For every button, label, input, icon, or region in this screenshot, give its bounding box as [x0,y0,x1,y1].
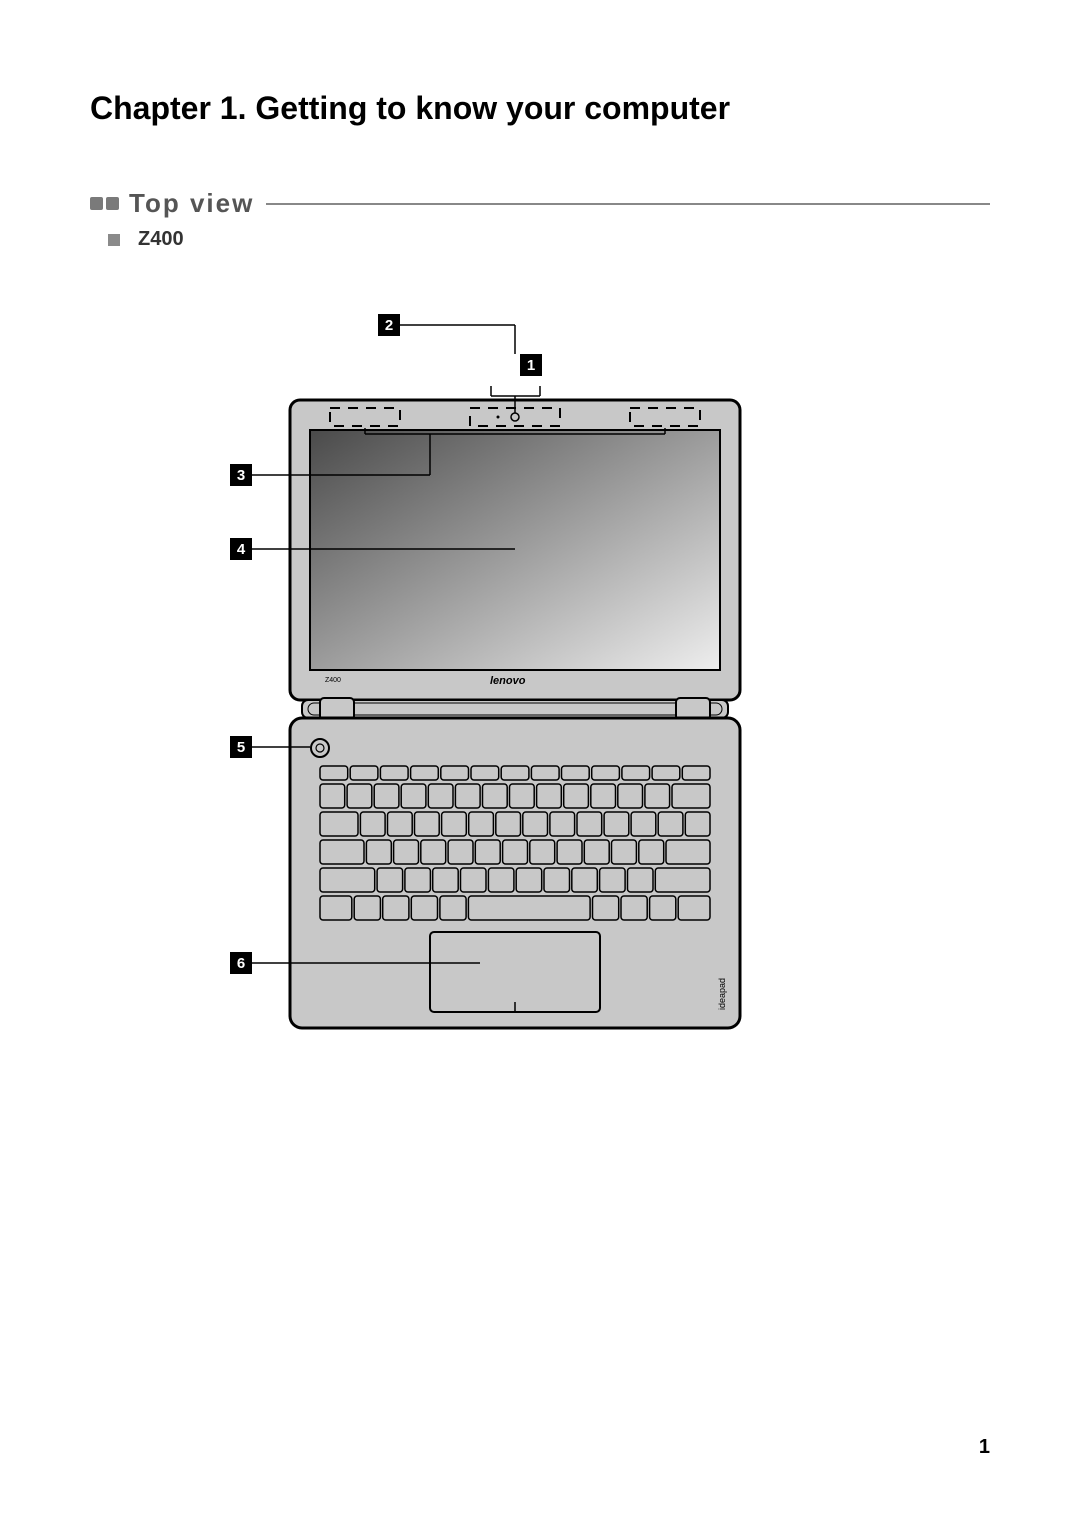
laptop-diagram: Z400 lenovo ideapad [230,300,910,1120]
callout-3: 3 [230,464,252,486]
section-header: Top view [90,188,990,219]
callout-2: 2 [378,314,400,336]
section-bullet-group [90,197,119,210]
laptop-svg: Z400 lenovo ideapad [230,300,910,1120]
brand-label: lenovo [490,675,526,687]
chapter-title: Chapter 1. Getting to know your computer [90,90,730,127]
square-bullet-icon [108,234,120,246]
square-bullet-icon [90,197,103,210]
callout-4: 4 [230,538,252,560]
section-title: Top view [129,188,254,219]
page: Chapter 1. Getting to know your computer… [0,0,1080,1529]
callout-6: 6 [230,952,252,974]
callout-1: 1 [520,354,542,376]
callout-5: 5 [230,736,252,758]
section-rule [266,203,990,205]
model-row: Z400 [108,228,184,251]
screen-model-label: Z400 [325,677,341,684]
square-bullet-icon [106,197,119,210]
model-name: Z400 [138,228,184,251]
page-number: 1 [979,1436,990,1459]
side-label: ideapad [717,978,727,1010]
